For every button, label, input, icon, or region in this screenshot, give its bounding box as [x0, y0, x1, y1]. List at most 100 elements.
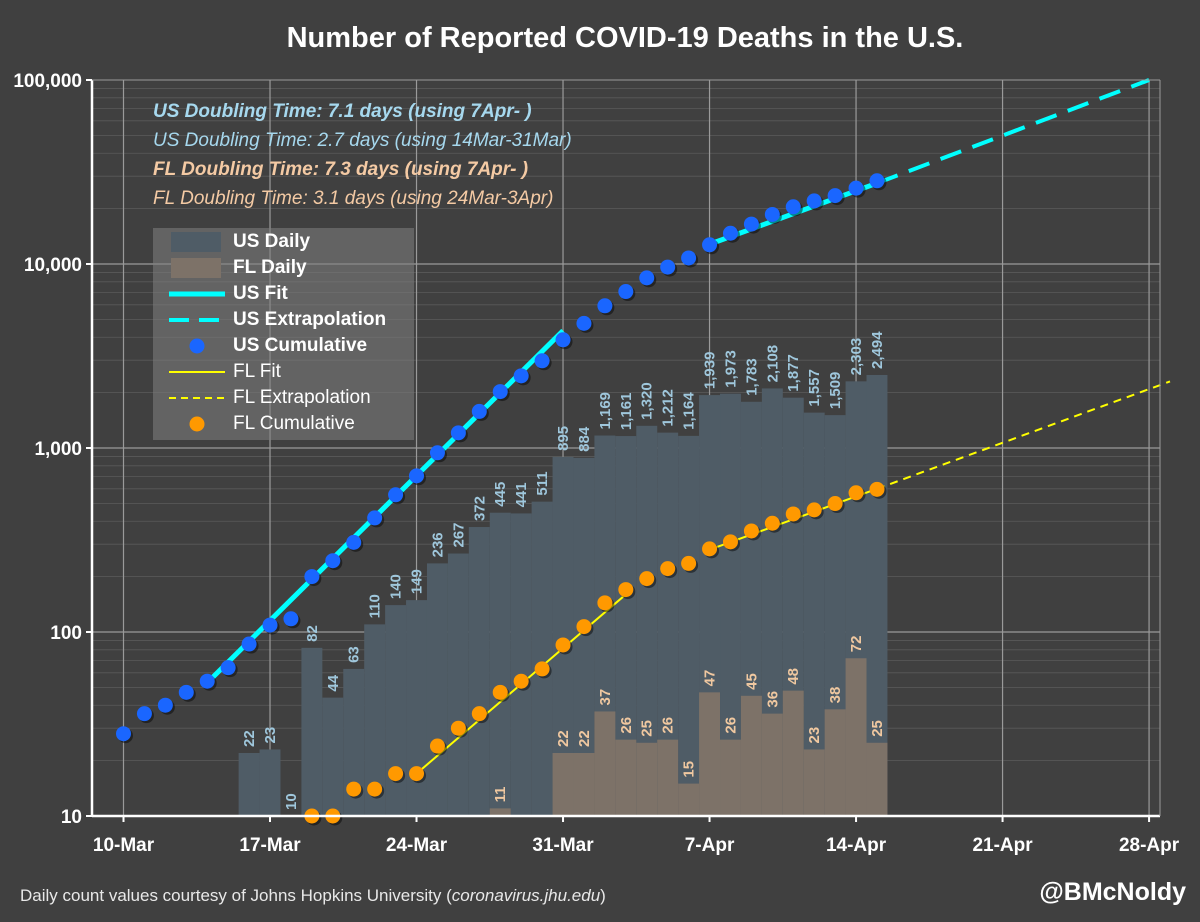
us-doubling-note-recent: US Doubling Time: 7.1 days (using 7Apr- …	[153, 101, 532, 122]
us-cumulative-point	[199, 673, 215, 689]
us-daily-bar	[531, 501, 553, 816]
us-cumulative-point	[869, 173, 885, 189]
fl-doubling-note-recent: FL Doubling Time: 7.3 days (using 7Apr- …	[153, 159, 529, 180]
us-daily-bar	[552, 456, 574, 816]
us-daily-bar-label: 10	[283, 793, 300, 810]
legend-swatch	[171, 232, 221, 252]
legend-swatch	[169, 318, 225, 322]
us-daily-bar-label: 1,939	[702, 352, 719, 390]
legend-item: US Daily	[153, 229, 414, 255]
x-tick-label: 24-Mar	[386, 835, 448, 856]
us-daily-bar	[385, 605, 407, 816]
fl-cumulative-point	[492, 684, 508, 700]
legend-item: FL Cumulative	[153, 411, 414, 437]
us-daily-bar-label: 884	[576, 426, 593, 452]
us-daily-bar-label: 22	[241, 730, 258, 747]
us-daily-bar-label: 1,509	[827, 372, 844, 410]
fl-cumulative-point	[848, 485, 864, 501]
x-tick-label: 17-Mar	[239, 835, 301, 856]
fl-daily-bar-label: 47	[702, 670, 719, 687]
legend-bar-swatch	[171, 232, 221, 252]
us-cumulative-point	[660, 259, 676, 275]
us-cumulative-point	[325, 553, 341, 569]
us-daily-bar-label: 2,303	[848, 338, 865, 376]
us-cumulative-point	[367, 510, 383, 526]
us-daily-bar-label: 1,169	[597, 392, 614, 430]
us-daily-bar-label: 1,783	[743, 358, 760, 396]
legend-swatch	[169, 371, 225, 373]
legend-bar-swatch	[171, 258, 221, 278]
fl-daily-bar-label: 22	[555, 730, 572, 747]
us-cumulative-point	[116, 726, 131, 742]
fl-daily-bar	[573, 752, 595, 816]
fl-cumulative-point	[702, 541, 718, 557]
source-credit: Daily count values courtesy of Johns Hop…	[20, 886, 606, 906]
us-daily-bar-label: 1,212	[660, 389, 677, 427]
fl-cumulative-point	[785, 506, 801, 522]
legend-label: FL Cumulative	[233, 413, 355, 434]
x-tick-label: 31-Mar	[532, 835, 594, 856]
fl-daily-bar-label: 37	[597, 689, 614, 706]
fl-cumulative-point	[806, 502, 822, 518]
us-cumulative-point	[848, 180, 864, 196]
fl-daily-bar	[594, 711, 616, 816]
us-cumulative-point	[785, 199, 801, 215]
fl-daily-bar-label: 45	[743, 673, 760, 690]
us-daily-bar	[657, 432, 679, 816]
fl-cumulative-point	[618, 582, 634, 598]
bars	[238, 374, 888, 816]
fl-cumulative-point	[743, 523, 759, 539]
us-daily-bar	[343, 668, 365, 816]
fl-daily-bar	[824, 709, 846, 816]
fl-daily-bar	[489, 808, 511, 816]
us-daily-bar	[761, 388, 783, 816]
fl-doubling-note-early: FL Doubling Time: 3.1 days (using 24Mar-…	[153, 188, 554, 209]
us-daily-bar-label: 441	[513, 482, 530, 507]
fl-cumulative-point	[513, 673, 529, 689]
us-daily-bar	[426, 563, 448, 816]
fl-cumulative-point	[471, 706, 487, 722]
us-cumulative-point	[262, 617, 278, 633]
x-tick-label: 28-Apr	[1119, 835, 1180, 856]
us-cumulative-point	[513, 368, 529, 384]
fl-daily-bar	[803, 749, 825, 816]
fl-cumulative-point	[764, 515, 780, 531]
us-daily-bar-label: 511	[534, 471, 551, 495]
fl-cumulative-point	[597, 595, 613, 611]
us-daily-bar	[447, 553, 469, 816]
legend-dot-swatch	[189, 416, 205, 432]
us-daily-bar	[615, 436, 637, 816]
fl-cumulative-point	[388, 766, 404, 782]
us-cumulative-point	[241, 636, 257, 652]
legend-label: US Extrapolation	[233, 309, 387, 330]
x-tick-label: 14-Apr	[826, 835, 887, 856]
legend-swatch	[189, 338, 205, 354]
us-daily-bar-label: 140	[388, 574, 405, 599]
cumulative-points	[116, 173, 887, 826]
credit-suffix: )	[600, 886, 606, 905]
fl-daily-bar	[720, 739, 741, 816]
us-cumulative-point	[618, 284, 634, 300]
fl-daily-bar	[552, 752, 574, 816]
us-daily-bar	[301, 647, 323, 816]
us-daily-bar	[238, 752, 260, 816]
fl-cumulative-point	[827, 496, 843, 512]
us-daily-bar-label: 23	[262, 727, 279, 744]
us-cumulative-point	[681, 250, 697, 266]
us-cumulative-point	[136, 706, 152, 722]
fl-daily-bar	[740, 695, 762, 816]
us-cumulative-point	[304, 569, 320, 585]
us-cumulative-point	[597, 298, 613, 314]
legend-item: US Fit	[153, 281, 414, 307]
fl-daily-bar-label: 36	[764, 691, 781, 708]
x-tick-label: 7-Apr	[685, 835, 735, 856]
legend-swatch	[169, 291, 225, 297]
us-cumulative-point	[388, 487, 404, 503]
fl-daily-bar	[761, 713, 783, 816]
us-daily-bar-label: 1,557	[806, 369, 823, 407]
fl-cumulative-point	[367, 781, 383, 797]
us-cumulative-point	[346, 534, 362, 550]
credit-link[interactable]: coronavirus.jhu.edu	[451, 886, 601, 905]
